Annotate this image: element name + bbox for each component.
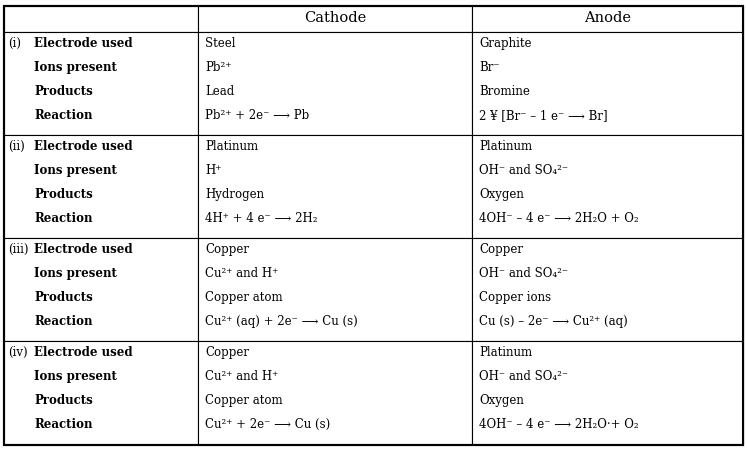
Bar: [472, 135, 743, 238]
Bar: [4, 6, 198, 32]
Text: Copper: Copper: [205, 346, 249, 359]
Text: Hydrogen: Hydrogen: [205, 188, 264, 201]
Text: Steel: Steel: [205, 37, 235, 50]
Text: OH⁻ and SO₄²⁻: OH⁻ and SO₄²⁻: [479, 164, 568, 177]
Text: Pb²⁺: Pb²⁺: [205, 61, 232, 74]
Text: Platinum: Platinum: [205, 140, 258, 153]
Text: (iii): (iii): [8, 243, 28, 256]
Text: (ii): (ii): [8, 140, 25, 153]
Text: Reaction: Reaction: [34, 315, 93, 328]
Text: Ions present: Ions present: [34, 370, 117, 383]
Text: Products: Products: [34, 85, 93, 98]
Text: 4OH⁻ – 4 e⁻ ⟶ 2H₂O + O₂: 4OH⁻ – 4 e⁻ ⟶ 2H₂O + O₂: [479, 212, 639, 225]
Text: Cathode: Cathode: [304, 11, 366, 25]
Bar: [198, 341, 472, 444]
Text: 4H⁺ + 4 e⁻ ⟶ 2H₂: 4H⁺ + 4 e⁻ ⟶ 2H₂: [205, 212, 317, 225]
Text: Oxygen: Oxygen: [479, 188, 524, 201]
Text: Reaction: Reaction: [34, 109, 93, 122]
Text: OH⁻ and SO₄²⁻: OH⁻ and SO₄²⁻: [479, 267, 568, 280]
Text: Ions present: Ions present: [34, 61, 117, 74]
Text: Copper: Copper: [479, 243, 523, 256]
Text: Electrode used: Electrode used: [34, 243, 133, 256]
Bar: [4, 238, 198, 341]
Bar: [198, 135, 472, 238]
Text: Reaction: Reaction: [34, 212, 93, 225]
Text: Ions present: Ions present: [34, 164, 117, 177]
Bar: [472, 238, 743, 341]
Text: Products: Products: [34, 188, 93, 201]
Text: Electrode used: Electrode used: [34, 37, 133, 50]
Text: Cu (s) – 2e⁻ ⟶ Cu²⁺ (aq): Cu (s) – 2e⁻ ⟶ Cu²⁺ (aq): [479, 315, 627, 328]
Bar: [4, 135, 198, 238]
Bar: [198, 6, 472, 32]
Text: Anode: Anode: [584, 11, 631, 25]
Text: Cu²⁺ + 2e⁻ ⟶ Cu (s): Cu²⁺ + 2e⁻ ⟶ Cu (s): [205, 418, 330, 431]
Text: Ions present: Ions present: [34, 267, 117, 280]
Text: Cu²⁺ and H⁺: Cu²⁺ and H⁺: [205, 267, 278, 280]
Text: 2 ¥ [Br⁻ – 1 e⁻ ⟶ Br]: 2 ¥ [Br⁻ – 1 e⁻ ⟶ Br]: [479, 109, 607, 122]
Bar: [472, 32, 743, 135]
Text: Copper atom: Copper atom: [205, 394, 282, 407]
Text: (i): (i): [8, 37, 21, 50]
Text: Platinum: Platinum: [479, 140, 532, 153]
Bar: [4, 32, 198, 135]
Bar: [4, 341, 198, 444]
Bar: [198, 32, 472, 135]
Text: Platinum: Platinum: [479, 346, 532, 359]
Text: Br⁻: Br⁻: [479, 61, 500, 74]
Text: Bromine: Bromine: [479, 85, 530, 98]
Text: Oxygen: Oxygen: [479, 394, 524, 407]
Text: Copper: Copper: [205, 243, 249, 256]
Text: (iv): (iv): [8, 346, 28, 359]
Text: Cu²⁺ and H⁺: Cu²⁺ and H⁺: [205, 370, 278, 383]
Text: H⁺: H⁺: [205, 164, 221, 177]
Text: Pb²⁺ + 2e⁻ ⟶ Pb: Pb²⁺ + 2e⁻ ⟶ Pb: [205, 109, 309, 122]
Text: Electrode used: Electrode used: [34, 346, 133, 359]
Bar: [472, 6, 743, 32]
Text: Products: Products: [34, 394, 93, 407]
Text: Electrode used: Electrode used: [34, 140, 133, 153]
Bar: [472, 341, 743, 444]
Text: Copper ions: Copper ions: [479, 291, 551, 304]
Text: Copper atom: Copper atom: [205, 291, 282, 304]
Text: Reaction: Reaction: [34, 418, 93, 431]
Text: 4OH⁻ – 4 e⁻ ⟶ 2H₂O·+ O₂: 4OH⁻ – 4 e⁻ ⟶ 2H₂O·+ O₂: [479, 418, 639, 431]
Text: Cu²⁺ (aq) + 2e⁻ ⟶ Cu (s): Cu²⁺ (aq) + 2e⁻ ⟶ Cu (s): [205, 315, 358, 328]
Text: Graphite: Graphite: [479, 37, 532, 50]
Bar: [198, 238, 472, 341]
Text: Lead: Lead: [205, 85, 235, 98]
Text: Products: Products: [34, 291, 93, 304]
Text: OH⁻ and SO₄²⁻: OH⁻ and SO₄²⁻: [479, 370, 568, 383]
